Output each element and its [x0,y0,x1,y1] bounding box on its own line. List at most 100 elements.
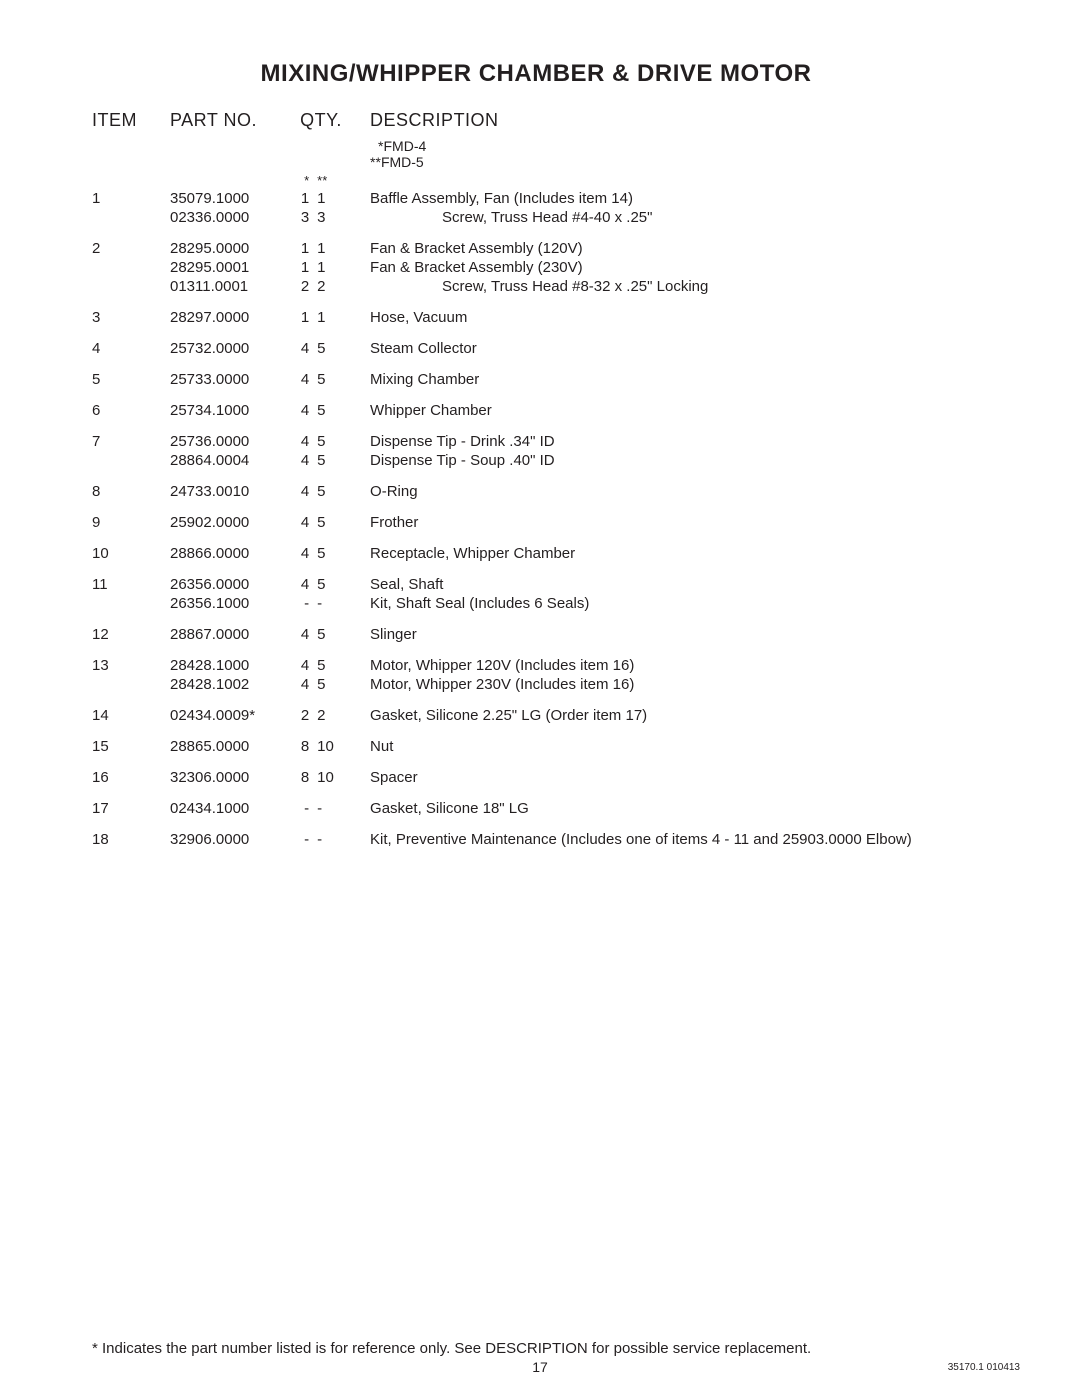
table-row: 28295.000111Fan & Bracket Assembly (230V… [92,258,1020,277]
desc-cell: Seal, Shaft [352,575,1020,594]
qty1-cell: 1 [290,258,313,277]
item-cell: 11 [92,575,170,594]
parts-table: ITEM PART NO. QTY. DESCRIPTION *FMD-4 **… [92,110,1020,861]
desc-cell: Steam Collector [352,339,1020,358]
table-row: 1702434.1000--Gasket, Silicone 18" LG [92,799,1020,818]
spacer-row [92,532,1020,544]
spacer-row [92,470,1020,482]
part-cell: 28866.0000 [170,544,290,563]
part-cell: 32306.0000 [170,768,290,787]
part-cell: 28428.1002 [170,675,290,694]
table-row: 925902.000045Frother [92,513,1020,532]
desc-cell: Motor, Whipper 230V (Includes item 16) [352,675,1020,694]
qty2-cell: 5 [313,339,352,358]
part-cell: 26356.1000 [170,594,290,613]
spacer-row [92,563,1020,575]
qty1-cell: 4 [290,513,313,532]
qty2-cell: 2 [313,706,352,725]
page-number: 17 [0,1359,1080,1375]
part-cell: 28295.0000 [170,239,290,258]
item-cell: 16 [92,768,170,787]
qty1-cell: - [290,830,313,849]
qty2-cell: - [313,830,352,849]
part-cell: 35079.1000 [170,189,290,208]
qty2-cell: 10 [313,768,352,787]
part-cell: 28867.0000 [170,625,290,644]
qty1-cell: 1 [290,239,313,258]
table-row: 01311.000122Screw, Truss Head #8-32 x .2… [92,277,1020,296]
table-row: 1832906.0000--Kit, Preventive Maintenanc… [92,830,1020,849]
table-row: 625734.100045Whipper Chamber [92,401,1020,420]
qty2-cell: 1 [313,189,352,208]
qty2-cell: 3 [313,208,352,227]
qty2-cell: 1 [313,258,352,277]
table-row: 1126356.000045Seal, Shaft [92,575,1020,594]
spacer-row [92,849,1020,861]
table-row: 425732.000045Steam Collector [92,339,1020,358]
qty2-cell: 5 [313,575,352,594]
part-cell: 28864.0004 [170,451,290,470]
desc-cell: Baffle Assembly, Fan (Includes item 14) [352,189,1020,208]
spacer-row [92,644,1020,656]
spacer-row [92,227,1020,239]
spacer-row [92,420,1020,432]
qty2-cell: - [313,594,352,613]
spacer-row [92,756,1020,768]
qty1-cell: 4 [290,451,313,470]
table-row: 228295.000011Fan & Bracket Assembly (120… [92,239,1020,258]
qty2-cell: 5 [313,482,352,501]
spacer-row [92,694,1020,706]
col-qty: QTY. [290,110,352,137]
model-note-1: *FMD-4 [370,138,1020,154]
item-cell: 2 [92,239,170,258]
desc-cell: Gasket, Silicone 18" LG [352,799,1020,818]
item-cell [92,594,170,613]
item-cell: 9 [92,513,170,532]
table-row: 28428.100245Motor, Whipper 230V (Include… [92,675,1020,694]
part-cell: 28297.0000 [170,308,290,327]
item-cell [92,208,170,227]
qty1-cell: 4 [290,625,313,644]
model-note-row: *FMD-4 **FMD-5 [92,137,1020,171]
qty1-cell: 4 [290,432,313,451]
qty1-cell: 4 [290,401,313,420]
desc-cell: Frother [352,513,1020,532]
qty1-cell: 4 [290,482,313,501]
table-row: 135079.100011Baffle Assembly, Fan (Inclu… [92,189,1020,208]
qty2-cell: 5 [313,675,352,694]
spacer-row [92,327,1020,339]
qty2-cell: 10 [313,737,352,756]
part-cell: 24733.0010 [170,482,290,501]
spacer-row [92,787,1020,799]
qty1-cell: 4 [290,339,313,358]
doc-code: 35170.1 010413 [948,1362,1020,1373]
item-cell: 10 [92,544,170,563]
part-cell: 01311.0001 [170,277,290,296]
item-cell: 1 [92,189,170,208]
part-cell: 25733.0000 [170,370,290,389]
desc-cell: Dispense Tip - Drink .34" ID [352,432,1020,451]
desc-cell: Screw, Truss Head #4-40 x .25" [352,208,1020,227]
table-row: 1632306.0000810Spacer [92,768,1020,787]
col-desc: DESCRIPTION [352,110,1020,137]
item-cell: 7 [92,432,170,451]
part-cell: 02434.0009* [170,706,290,725]
desc-cell: Spacer [352,768,1020,787]
col-part: PART NO. [170,110,290,137]
table-row: 1228867.000045Slinger [92,625,1020,644]
desc-cell: Dispense Tip - Soup .40" ID [352,451,1020,470]
table-header-row: ITEM PART NO. QTY. DESCRIPTION [92,110,1020,137]
qty2-cell: 5 [313,370,352,389]
qty2-cell: 5 [313,625,352,644]
qty1-cell: 2 [290,277,313,296]
desc-cell: Whipper Chamber [352,401,1020,420]
desc-cell: Fan & Bracket Assembly (230V) [352,258,1020,277]
table-row: 26356.1000--Kit, Shaft Seal (Includes 6 … [92,594,1020,613]
qty1-cell: - [290,594,313,613]
item-cell [92,258,170,277]
spacer-row [92,818,1020,830]
desc-cell: Nut [352,737,1020,756]
qty1-cell: 3 [290,208,313,227]
qty2-cell: 5 [313,432,352,451]
item-cell: 12 [92,625,170,644]
